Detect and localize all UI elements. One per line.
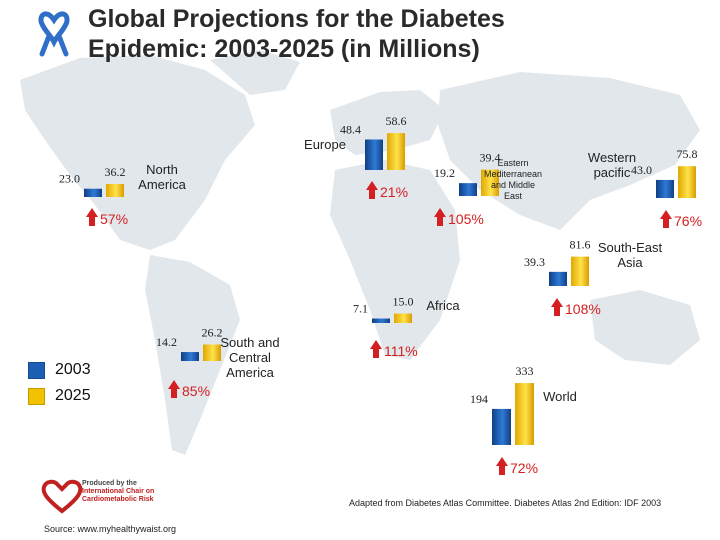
- region-label-south-and-central-america: South and Central America: [220, 335, 279, 380]
- region-label-line: Western: [588, 150, 636, 165]
- region-label-line: North: [146, 162, 178, 177]
- logo-line-3: Cardiometabolic Risk: [82, 496, 154, 503]
- value-label-2003-south-and-central-america: 14.2: [156, 335, 177, 349]
- value-label-2003-western-pacific: 43.0: [631, 163, 652, 177]
- region-label-line: Mediterranean: [484, 169, 542, 179]
- increase-arrow-icon-africa: [370, 340, 382, 358]
- region-label-europe: Europe: [304, 137, 346, 152]
- value-label-2003-north-america: 23.0: [59, 172, 80, 186]
- bar-2003-south-and-central-america: [181, 352, 199, 361]
- increase-arrow-icon-europe: [366, 181, 378, 199]
- bar-2025-world: [515, 383, 534, 445]
- legend-label-2003: 2003: [55, 361, 91, 378]
- title-line-1: Global Projections for the Diabetes: [88, 5, 505, 33]
- source-link[interactable]: Source: www.myhealthywaist.org: [44, 524, 177, 534]
- increase-label-western-pacific: 76%: [674, 213, 702, 229]
- increase-label-africa: 111%: [384, 343, 418, 359]
- value-label-2025-north-america: 36.2: [105, 165, 126, 179]
- increase-arrow-icon-south-and-central-america: [168, 380, 180, 398]
- citation: Adapted from Diabetes Atlas Committee. D…: [349, 498, 662, 508]
- value-label-2003-africa: 7.1: [353, 302, 368, 316]
- region-label-eastern-mediterranean-and-middle-east: Eastern Mediterranean and Middle East: [484, 158, 542, 201]
- bar-2025-africa: [394, 313, 412, 323]
- region-label-africa: Africa: [426, 298, 460, 313]
- bar-2003-western-pacific: [656, 179, 674, 198]
- logo-text: Produced by the International Chair on C…: [82, 480, 168, 504]
- region-label-line: Africa: [426, 298, 460, 313]
- value-label-2003-eastern-mediterranean-and-middle-east: 19.2: [434, 166, 455, 180]
- region-label-south-east-asia: South-East Asia: [598, 240, 663, 270]
- title-line-2: Epidemic: 2003-2025 (in Millions): [88, 35, 480, 63]
- logo-line-1: Produced by the: [82, 480, 137, 487]
- region-label-line: South-East: [598, 240, 663, 255]
- region-label-north-america: North America: [138, 162, 186, 192]
- increase-arrow-icon-world: [496, 457, 508, 475]
- legend-item-2003: 2003: [28, 357, 91, 383]
- heart-logo-icon: [41, 479, 83, 514]
- bar-2025-south-and-central-america: [203, 344, 221, 361]
- legend: 2003 2025: [28, 357, 91, 409]
- region-label-line: World: [543, 389, 577, 404]
- increase-label-north-america: 57%: [100, 211, 128, 227]
- region-label-western-pacific: Western pacific: [588, 150, 636, 180]
- value-label-2003-south-east-asia: 39.3: [524, 255, 545, 269]
- increase-label-eastern-mediterranean-and-middle-east: 105%: [448, 211, 484, 227]
- chart-title: Global Projections for the Diabetes Epid…: [88, 4, 505, 64]
- increase-arrow-icon-western-pacific: [660, 210, 672, 228]
- region-label-line: Central: [229, 350, 271, 365]
- bar-2003-eastern-mediterranean-and-middle-east: [459, 183, 477, 196]
- legend-swatch-2003: [28, 361, 45, 379]
- region-label-line: East: [504, 191, 523, 201]
- increase-label-south-and-central-america: 85%: [182, 383, 210, 399]
- region-label-line: South and: [220, 335, 279, 350]
- region-label-world: World: [543, 389, 577, 404]
- legend-item-2025: 2025: [28, 383, 91, 409]
- increase-label-world: 72%: [510, 460, 538, 476]
- value-label-2025-south-and-central-america: 26.2: [202, 325, 223, 339]
- region-label-line: pacific: [594, 165, 631, 180]
- region-label-line: Europe: [304, 137, 346, 152]
- bar-2025-north-america: [106, 183, 124, 197]
- bar-2025-south-east-asia: [571, 256, 589, 286]
- value-label-2025-europe: 58.6: [386, 114, 407, 128]
- bar-2003-europe: [365, 139, 383, 170]
- legend-swatch-2025: [28, 387, 45, 405]
- value-label-2025-south-east-asia: 81.6: [570, 238, 591, 252]
- value-label-2025-western-pacific: 75.8: [677, 147, 698, 161]
- region-label-line: and Middle: [491, 180, 535, 190]
- increase-arrow-icon-north-america: [86, 208, 98, 226]
- legend-label-2025: 2025: [55, 387, 91, 404]
- bar-2025-eastern-mediterranean-and-middle-east: [481, 169, 499, 196]
- value-label-2003-world: 194: [470, 392, 488, 406]
- bar-2003-south-east-asia: [549, 271, 567, 286]
- ribbon-icon: [38, 11, 70, 57]
- value-label-2003-europe: 48.4: [340, 123, 361, 137]
- value-label-2025-africa: 15.0: [393, 295, 414, 309]
- bar-2025-western-pacific: [678, 166, 696, 198]
- bar-2025-europe: [387, 133, 405, 170]
- increase-label-europe: 21%: [380, 184, 408, 200]
- increase-arrow-icon-eastern-mediterranean-and-middle-east: [434, 208, 446, 226]
- value-label-2025-eastern-mediterranean-and-middle-east: 39.4: [480, 151, 501, 165]
- bar-2003-world: [492, 408, 511, 445]
- increase-arrow-icon-south-east-asia: [551, 298, 563, 316]
- region-label-line: America: [138, 177, 186, 192]
- logo-line-2: International Chair on: [82, 488, 155, 495]
- region-label-line: Eastern: [497, 158, 528, 168]
- world-map-background: [20, 50, 700, 455]
- bar-2003-north-america: [84, 188, 102, 197]
- region-label-line: Asia: [617, 255, 643, 270]
- region-label-line: America: [226, 365, 274, 380]
- value-label-2025-world: 333: [516, 364, 534, 378]
- increase-label-south-east-asia: 108%: [565, 301, 601, 317]
- bar-2003-africa: [372, 318, 390, 323]
